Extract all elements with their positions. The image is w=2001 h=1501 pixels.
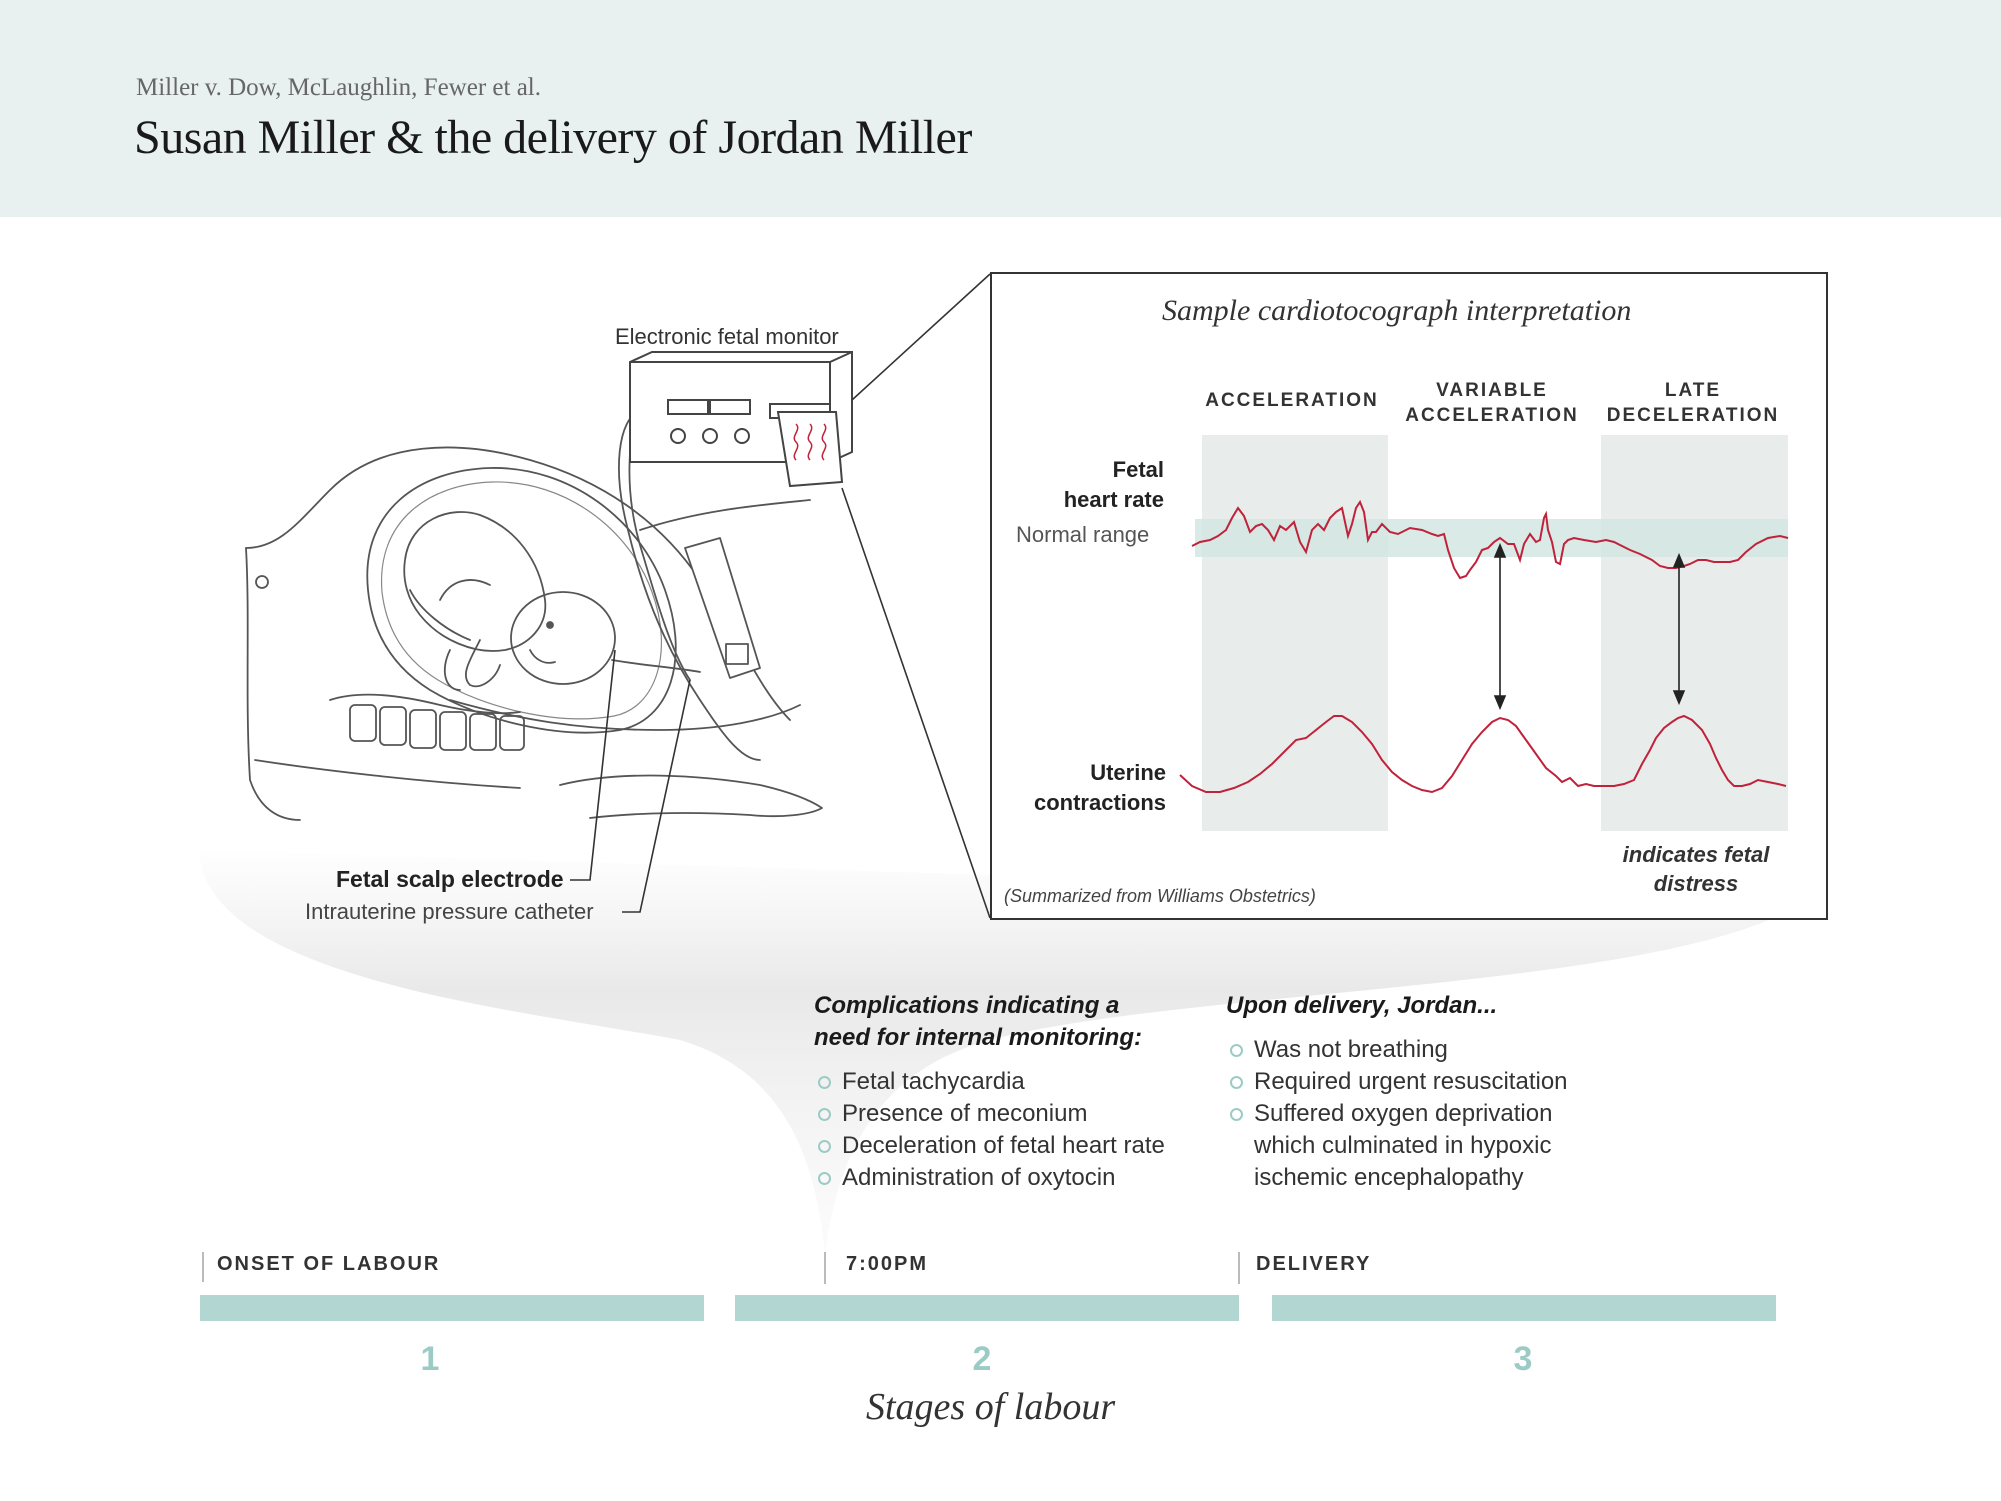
bullet-icon (1230, 1044, 1243, 1057)
fhr-label-line1: Fetal (1112, 457, 1164, 482)
complications-heading-line2: need for internal monitoring: (814, 1024, 1142, 1051)
stage-3-bar (1272, 1295, 1776, 1321)
stage-3-number: 3 (1513, 1340, 1533, 1378)
bullet-icon (1230, 1076, 1243, 1089)
abdominal-belt (684, 537, 761, 679)
fetal-distress-note: indicates fetal distress (1594, 840, 1798, 898)
uc-label-line2: contractions (1033, 790, 1166, 815)
stage-1-number: 1 (420, 1340, 440, 1378)
phase-late-line2: DECELERATION (1606, 405, 1780, 426)
header-band: Miller v. Dow, McLaughlin, Fewer et al. … (0, 0, 2001, 217)
timeline-tick-7pm (824, 1252, 826, 1284)
list-item-text: Deceleration of fetal heart rate (842, 1132, 1165, 1159)
bullet-icon (818, 1172, 831, 1185)
timeline-label-7pm: 7:00PM (846, 1253, 929, 1275)
shade-acceleration (1202, 435, 1388, 831)
pressure-catheter-label: Intrauterine pressure catheter (305, 899, 594, 924)
mother-back-line (449, 699, 801, 731)
scalp-electrode-label: Fetal scalp electrode (336, 866, 564, 892)
phase-late-deceleration: LATE DECELERATION (1598, 378, 1788, 428)
fhr-label-line2: heart rate (1063, 487, 1164, 512)
phase-acceleration: ACCELERATION (1202, 388, 1382, 413)
delivery-heading: Upon delivery, Jordan... (1226, 992, 1498, 1019)
list-item: Deceleration of fetal heart rate (814, 1130, 1165, 1162)
timeline-tick-onset (202, 1252, 204, 1282)
bullet-icon (818, 1076, 831, 1089)
stage-2-number: 2 (972, 1340, 992, 1378)
monitor-label: Electronic fetal monitor (615, 324, 839, 349)
zoom-line-top (851, 273, 991, 401)
stages-caption: Stages of labour (866, 1386, 1116, 1428)
distress-note-line1: indicates fetal (1622, 842, 1770, 867)
normal-range-label: Normal range (1016, 522, 1150, 547)
ctg-source-note: (Summarized from Williams Obstetrics) (1004, 886, 1316, 906)
ctg-title: Sample cardiotocograph interpretation (1162, 294, 1632, 327)
uterine-contractions-label: Uterine contractions (994, 758, 1166, 818)
list-item: Was not breathing (1226, 1034, 1568, 1066)
list-item-text: Was not breathing (1254, 1036, 1448, 1063)
distress-note-line2: distress (1653, 871, 1739, 896)
uc-label-line1: Uterine (1090, 760, 1166, 785)
relationship-arrow-late (1672, 552, 1686, 706)
phase-variable-line2: ACCELERATION (1405, 405, 1579, 426)
fetal-heart-rate-label: Fetal heart rate (1004, 455, 1164, 515)
fetus-body (403, 511, 547, 652)
timeline-tick-delivery (1238, 1252, 1240, 1284)
phase-variable-line1: VARIABLE (1436, 380, 1548, 401)
list-item-text: Required urgent resuscitation (1254, 1068, 1568, 1095)
monitor-cable-1 (618, 409, 761, 761)
pelvis-outline (329, 693, 521, 715)
phase-late-line1: LATE (1664, 380, 1722, 401)
shade-late-deceleration (1601, 435, 1788, 831)
zoom-line-bottom (841, 487, 991, 919)
mother-lower-outline (245, 547, 301, 821)
complications-heading-line1: Complications indicating a (814, 992, 1120, 1019)
phase-variable-acceleration: VARIABLE ACCELERATION (1392, 378, 1592, 428)
bullet-icon (818, 1108, 831, 1121)
fetus-head (510, 591, 616, 685)
list-item: Administration of oxytocin (814, 1162, 1165, 1194)
scalp-electrode-leader (570, 649, 616, 881)
list-item-text: Administration of oxytocin (842, 1164, 1116, 1191)
complications-list: Fetal tachycardia Presence of meconium D… (814, 1066, 1165, 1194)
timeline-label-delivery: DELIVERY (1256, 1253, 1372, 1275)
list-item: Presence of meconium (814, 1098, 1165, 1130)
page-title: Susan Miller & the delivery of Jordan Mi… (134, 111, 972, 164)
list-item: Suffered oxygen deprivation which culmin… (1226, 1098, 1568, 1194)
uterine-contraction-trace (1179, 714, 1787, 794)
stage-2-bar (735, 1295, 1239, 1321)
stage-1-bar (200, 1295, 704, 1321)
fetal-heart-rate-trace (1191, 499, 1789, 580)
delivery-outcomes-list: Was not breathing Required urgent resusc… (1226, 1034, 1568, 1194)
funnel-shape (200, 850, 1790, 1255)
timeline-label-onset: ONSET OF LABOUR (217, 1253, 441, 1275)
list-item-text-line2: which culminated in hypoxic (1254, 1132, 1552, 1159)
bullet-icon (818, 1140, 831, 1153)
normal-range-band (1195, 519, 1788, 557)
complications-heading: Complications indicating a need for inte… (814, 990, 1142, 1054)
mother-chest-outline (639, 499, 811, 531)
list-item-text-line3: ischemic encephalopathy (1254, 1164, 1524, 1191)
fetal-monitor-device (629, 351, 853, 488)
mother-arm (559, 774, 823, 819)
case-citation: Miller v. Dow, McLaughlin, Fewer et al. (136, 74, 541, 101)
list-item: Fetal tachycardia (814, 1066, 1165, 1098)
relationship-arrow-variable (1493, 542, 1507, 711)
list-item-text: Presence of meconium (842, 1100, 1088, 1127)
bullet-icon (1230, 1108, 1243, 1121)
phase-acceleration-text: ACCELERATION (1205, 390, 1379, 411)
list-item-text: Fetal tachycardia (842, 1068, 1025, 1095)
list-item: Required urgent resuscitation (1226, 1066, 1568, 1098)
list-item-text-line1: Suffered oxygen deprivation (1254, 1100, 1553, 1127)
catheter-leader (622, 679, 691, 913)
